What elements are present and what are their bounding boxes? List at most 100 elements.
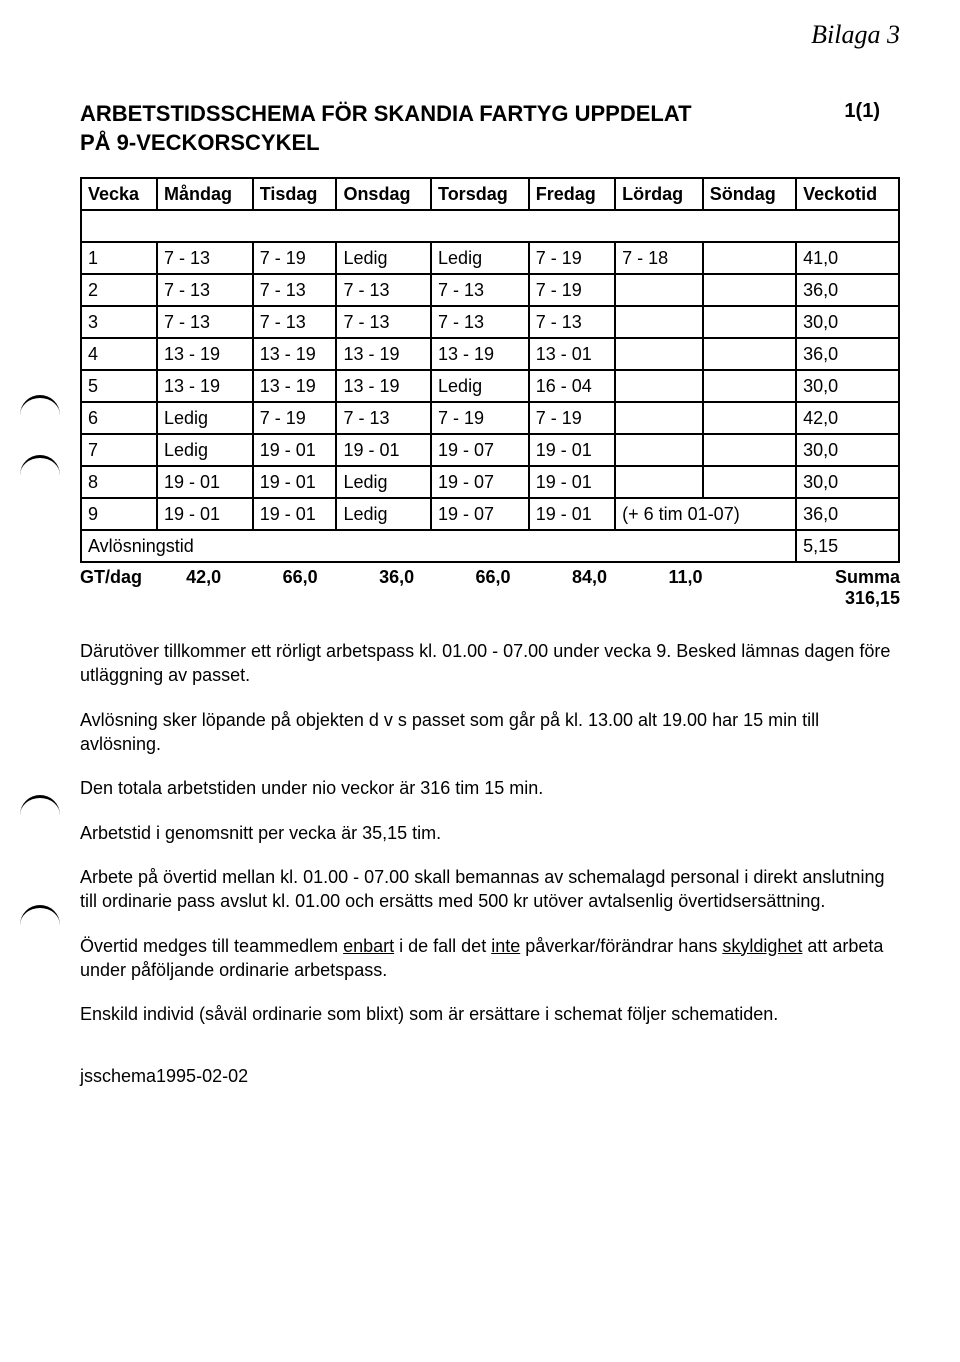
col-torsdag: Torsdag [431,178,529,210]
cell: 4 [81,338,157,370]
cell [615,466,703,498]
gt-label: GT/dag [80,567,186,609]
margin-mark [20,455,60,475]
cell: 19 - 01 [336,434,431,466]
cell: 7 - 19 [529,274,615,306]
cell: 13 - 01 [529,338,615,370]
cell: 13 - 19 [336,370,431,402]
cell: Ledig [157,402,253,434]
cell: 6 [81,402,157,434]
table-row: 7Ledig19 - 0119 - 0119 - 0719 - 0130,0 [81,434,899,466]
cell: 16 - 04 [529,370,615,402]
cell [703,338,796,370]
cell: Ledig [336,242,431,274]
avlosningstid-value: 5,15 [796,530,899,562]
summa-block: Summa 316,15 [765,567,900,609]
table-row: 413 - 1913 - 1913 - 1913 - 1913 - 0136,0 [81,338,899,370]
col-lordag: Lördag [615,178,703,210]
cell: 19 - 01 [157,466,253,498]
cell: 7 - 13 [157,306,253,338]
margin-mark [20,395,60,415]
cell: 5 [81,370,157,402]
cell: 19 - 07 [431,498,529,530]
table-row: 6Ledig7 - 197 - 137 - 197 - 1942,0 [81,402,899,434]
cell: 19 - 01 [529,466,615,498]
header-row: Vecka Måndag Tisdag Onsdag Torsdag Freda… [81,178,899,210]
summa-value: 316,15 [765,588,900,609]
paragraph: Arbete på övertid mellan kl. 01.00 - 07.… [80,865,900,914]
cell: Ledig [431,370,529,402]
paragraph: Övertid medges till teammedlem enbart i … [80,934,900,983]
summa-label: Summa [765,567,900,588]
avlosningstid-row: Avlösningstid 5,15 [81,530,899,562]
gt-value: 36,0 [379,567,475,609]
cell [615,370,703,402]
cell: 3 [81,306,157,338]
cell: 9 [81,498,157,530]
cell [703,274,796,306]
cell: 7 - 13 [157,242,253,274]
cell [615,402,703,434]
text-underline: skyldighet [722,936,802,956]
title-line-1: ARBETSTIDSSCHEMA FÖR SKANDIA FARTYG UPPD… [80,101,692,126]
cell: 1 [81,242,157,274]
cell: 7 - 13 [157,274,253,306]
cell: 19 - 01 [157,498,253,530]
cell: 7 - 13 [336,306,431,338]
cell [703,306,796,338]
cell: 19 - 07 [431,434,529,466]
footer-id: jsschema1995-02-02 [80,1066,900,1087]
cell: 19 - 01 [253,466,337,498]
cell: 36,0 [796,274,899,306]
cell [703,466,796,498]
paragraph: Arbetstid i genomsnitt per vecka är 35,1… [80,821,900,845]
cell: 19 - 01 [253,434,337,466]
table-row: 37 - 137 - 137 - 137 - 137 - 1330,0 [81,306,899,338]
cell [703,402,796,434]
cell: 7 - 13 [336,274,431,306]
handwritten-annotation: Bilaga 3 [811,20,900,50]
table-row-9: 9 19 - 01 19 - 01 Ledig 19 - 07 19 - 01 … [81,498,899,530]
cell [615,338,703,370]
cell: 19 - 01 [529,498,615,530]
cell: 7 - 19 [529,402,615,434]
cell: 7 - 19 [529,242,615,274]
avlosningstid-label: Avlösningstid [81,530,796,562]
cell: 30,0 [796,434,899,466]
margin-mark [20,795,60,815]
paragraph: Enskild individ (såväl ordinarie som bli… [80,1002,900,1026]
cell: 30,0 [796,306,899,338]
col-tisdag: Tisdag [253,178,337,210]
title-line-2: PÅ 9-VECKORSCYKEL [80,130,320,155]
cell: 7 - 13 [431,306,529,338]
title-block: ARBETSTIDSSCHEMA FÖR SKANDIA FARTYG UPPD… [80,100,900,157]
document-title: ARBETSTIDSSCHEMA FÖR SKANDIA FARTYG UPPD… [80,100,692,157]
text-underline: enbart [343,936,394,956]
gt-row: GT/dag 42,0 66,0 36,0 66,0 84,0 11,0 Sum… [80,567,900,609]
cell: 19 - 07 [431,466,529,498]
text: Övertid medges till teammedlem [80,936,343,956]
text: i de fall det [394,936,491,956]
cell: 42,0 [796,402,899,434]
col-vecka: Vecka [81,178,157,210]
cell: Ledig [157,434,253,466]
spacer [81,210,899,242]
text-underline: inte [491,936,520,956]
cell: 7 - 13 [253,274,337,306]
cell [615,306,703,338]
cell: 36,0 [796,338,899,370]
cell [703,242,796,274]
cell: 13 - 19 [157,370,253,402]
table-row: 513 - 1913 - 1913 - 19Ledig16 - 0430,0 [81,370,899,402]
cell-merged: (+ 6 tim 01-07) [615,498,796,530]
cell: 19 - 01 [253,498,337,530]
cell: 7 - 19 [253,242,337,274]
cell [615,274,703,306]
cell [615,434,703,466]
gt-value: 11,0 [668,567,764,609]
cell: 7 [81,434,157,466]
gt-value: 84,0 [572,567,668,609]
cell: 7 - 19 [253,402,337,434]
cell: 13 - 19 [336,338,431,370]
cell: 7 - 18 [615,242,703,274]
